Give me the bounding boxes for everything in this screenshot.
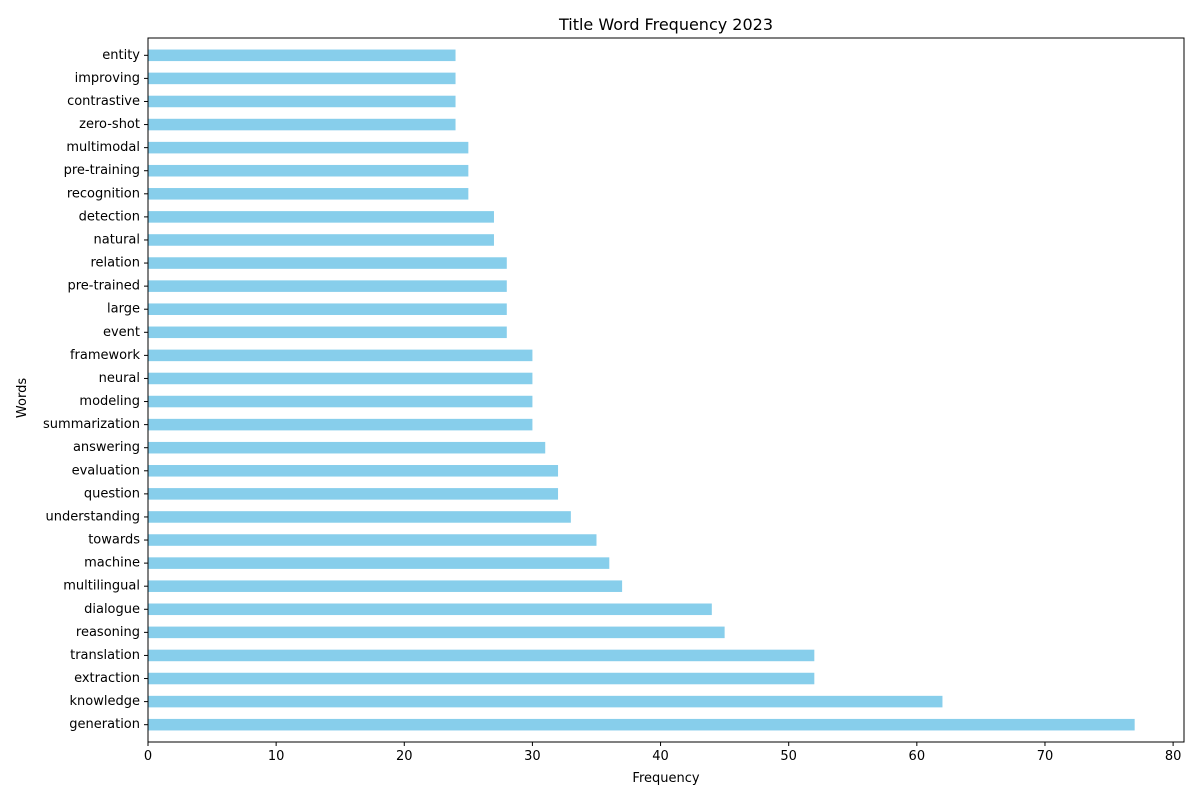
y-tick-label: pre-training [64, 163, 140, 178]
y-tick-label: event [103, 325, 140, 340]
bar-natural [148, 234, 494, 246]
bar-modeling [148, 395, 533, 408]
y-tick-label: entity [102, 48, 140, 63]
y-tick-label: generation [69, 717, 140, 732]
y-tick-label: translation [70, 648, 140, 663]
y-tick-label: large [107, 302, 140, 317]
x-tick-label: 50 [780, 749, 797, 764]
y-tick-label: detection [79, 209, 140, 224]
bar-knowledge [148, 695, 943, 708]
y-tick-label: relation [90, 256, 140, 271]
x-tick-label: 80 [1165, 749, 1182, 764]
bar-answering [148, 441, 546, 454]
y-tick-label: evaluation [72, 463, 140, 478]
y-tick-label: neural [99, 371, 140, 386]
y-tick-label: knowledge [70, 694, 140, 709]
bar-question [148, 488, 559, 500]
x-tick-label: 0 [144, 749, 152, 764]
bar-evaluation [148, 465, 559, 477]
y-tick-label: multilingual [63, 579, 140, 594]
bar-event [148, 326, 507, 339]
bars-group [148, 49, 1135, 731]
y-tick-label: contrastive [67, 94, 140, 109]
y-axis-label: Words [15, 378, 30, 418]
bar-large [148, 303, 507, 315]
x-tick-label: 20 [396, 749, 413, 764]
bar-framework [148, 349, 533, 362]
bar-neural [148, 372, 533, 385]
x-tick-label: 60 [909, 749, 926, 764]
bar-pre-training [148, 164, 469, 177]
x-axis-label: Frequency [632, 771, 699, 786]
x-axis-ticks: 0 10 20 30 40 50 60 70 80 [144, 742, 1182, 764]
y-tick-label: understanding [45, 509, 140, 524]
y-tick-label: machine [84, 556, 140, 571]
bar-translation [148, 649, 815, 662]
bar-recognition [148, 188, 469, 200]
y-tick-label: question [84, 486, 140, 501]
bar-multilingual [148, 580, 623, 592]
bar-relation [148, 257, 507, 269]
bar-pre-trained [148, 280, 507, 292]
y-tick-label: reasoning [76, 625, 140, 640]
bar-understanding [148, 511, 571, 523]
y-tick-label: pre-trained [67, 279, 140, 294]
bar-machine [148, 557, 610, 569]
y-tick-label: summarization [43, 417, 140, 432]
y-tick-label: natural [94, 232, 140, 247]
bar-multimodal [148, 141, 469, 154]
bar-dialogue [148, 603, 712, 616]
y-axis-ticks: generation knowledge extraction translation… [43, 48, 148, 732]
x-tick-label: 10 [268, 749, 285, 764]
bar-summarization [148, 418, 533, 431]
bar-extraction [148, 672, 815, 685]
y-tick-label: answering [73, 440, 140, 455]
y-tick-label: extraction [74, 671, 140, 686]
bar-towards [148, 534, 597, 546]
bar-contrastive [148, 95, 456, 108]
x-tick-label: 40 [652, 749, 669, 764]
bar-detection [148, 211, 494, 223]
y-tick-label: multimodal [66, 140, 140, 155]
y-tick-label: improving [75, 71, 140, 86]
x-tick-label: 70 [1037, 749, 1054, 764]
y-tick-label: recognition [67, 186, 140, 201]
chart-title: Title Word Frequency 2023 [558, 15, 773, 34]
bar-generation [148, 718, 1135, 731]
x-tick-label: 30 [524, 749, 541, 764]
y-tick-label: framework [70, 348, 140, 363]
y-tick-label: towards [88, 533, 140, 548]
bar-reasoning [148, 626, 725, 639]
y-tick-label: zero-shot [79, 117, 140, 132]
y-tick-label: dialogue [84, 602, 140, 617]
y-tick-label: modeling [79, 394, 140, 409]
bar-improving [148, 72, 456, 85]
plot-frame [147, 37, 1185, 743]
bar-zero-shot [148, 118, 456, 131]
bar-entity [148, 49, 456, 62]
